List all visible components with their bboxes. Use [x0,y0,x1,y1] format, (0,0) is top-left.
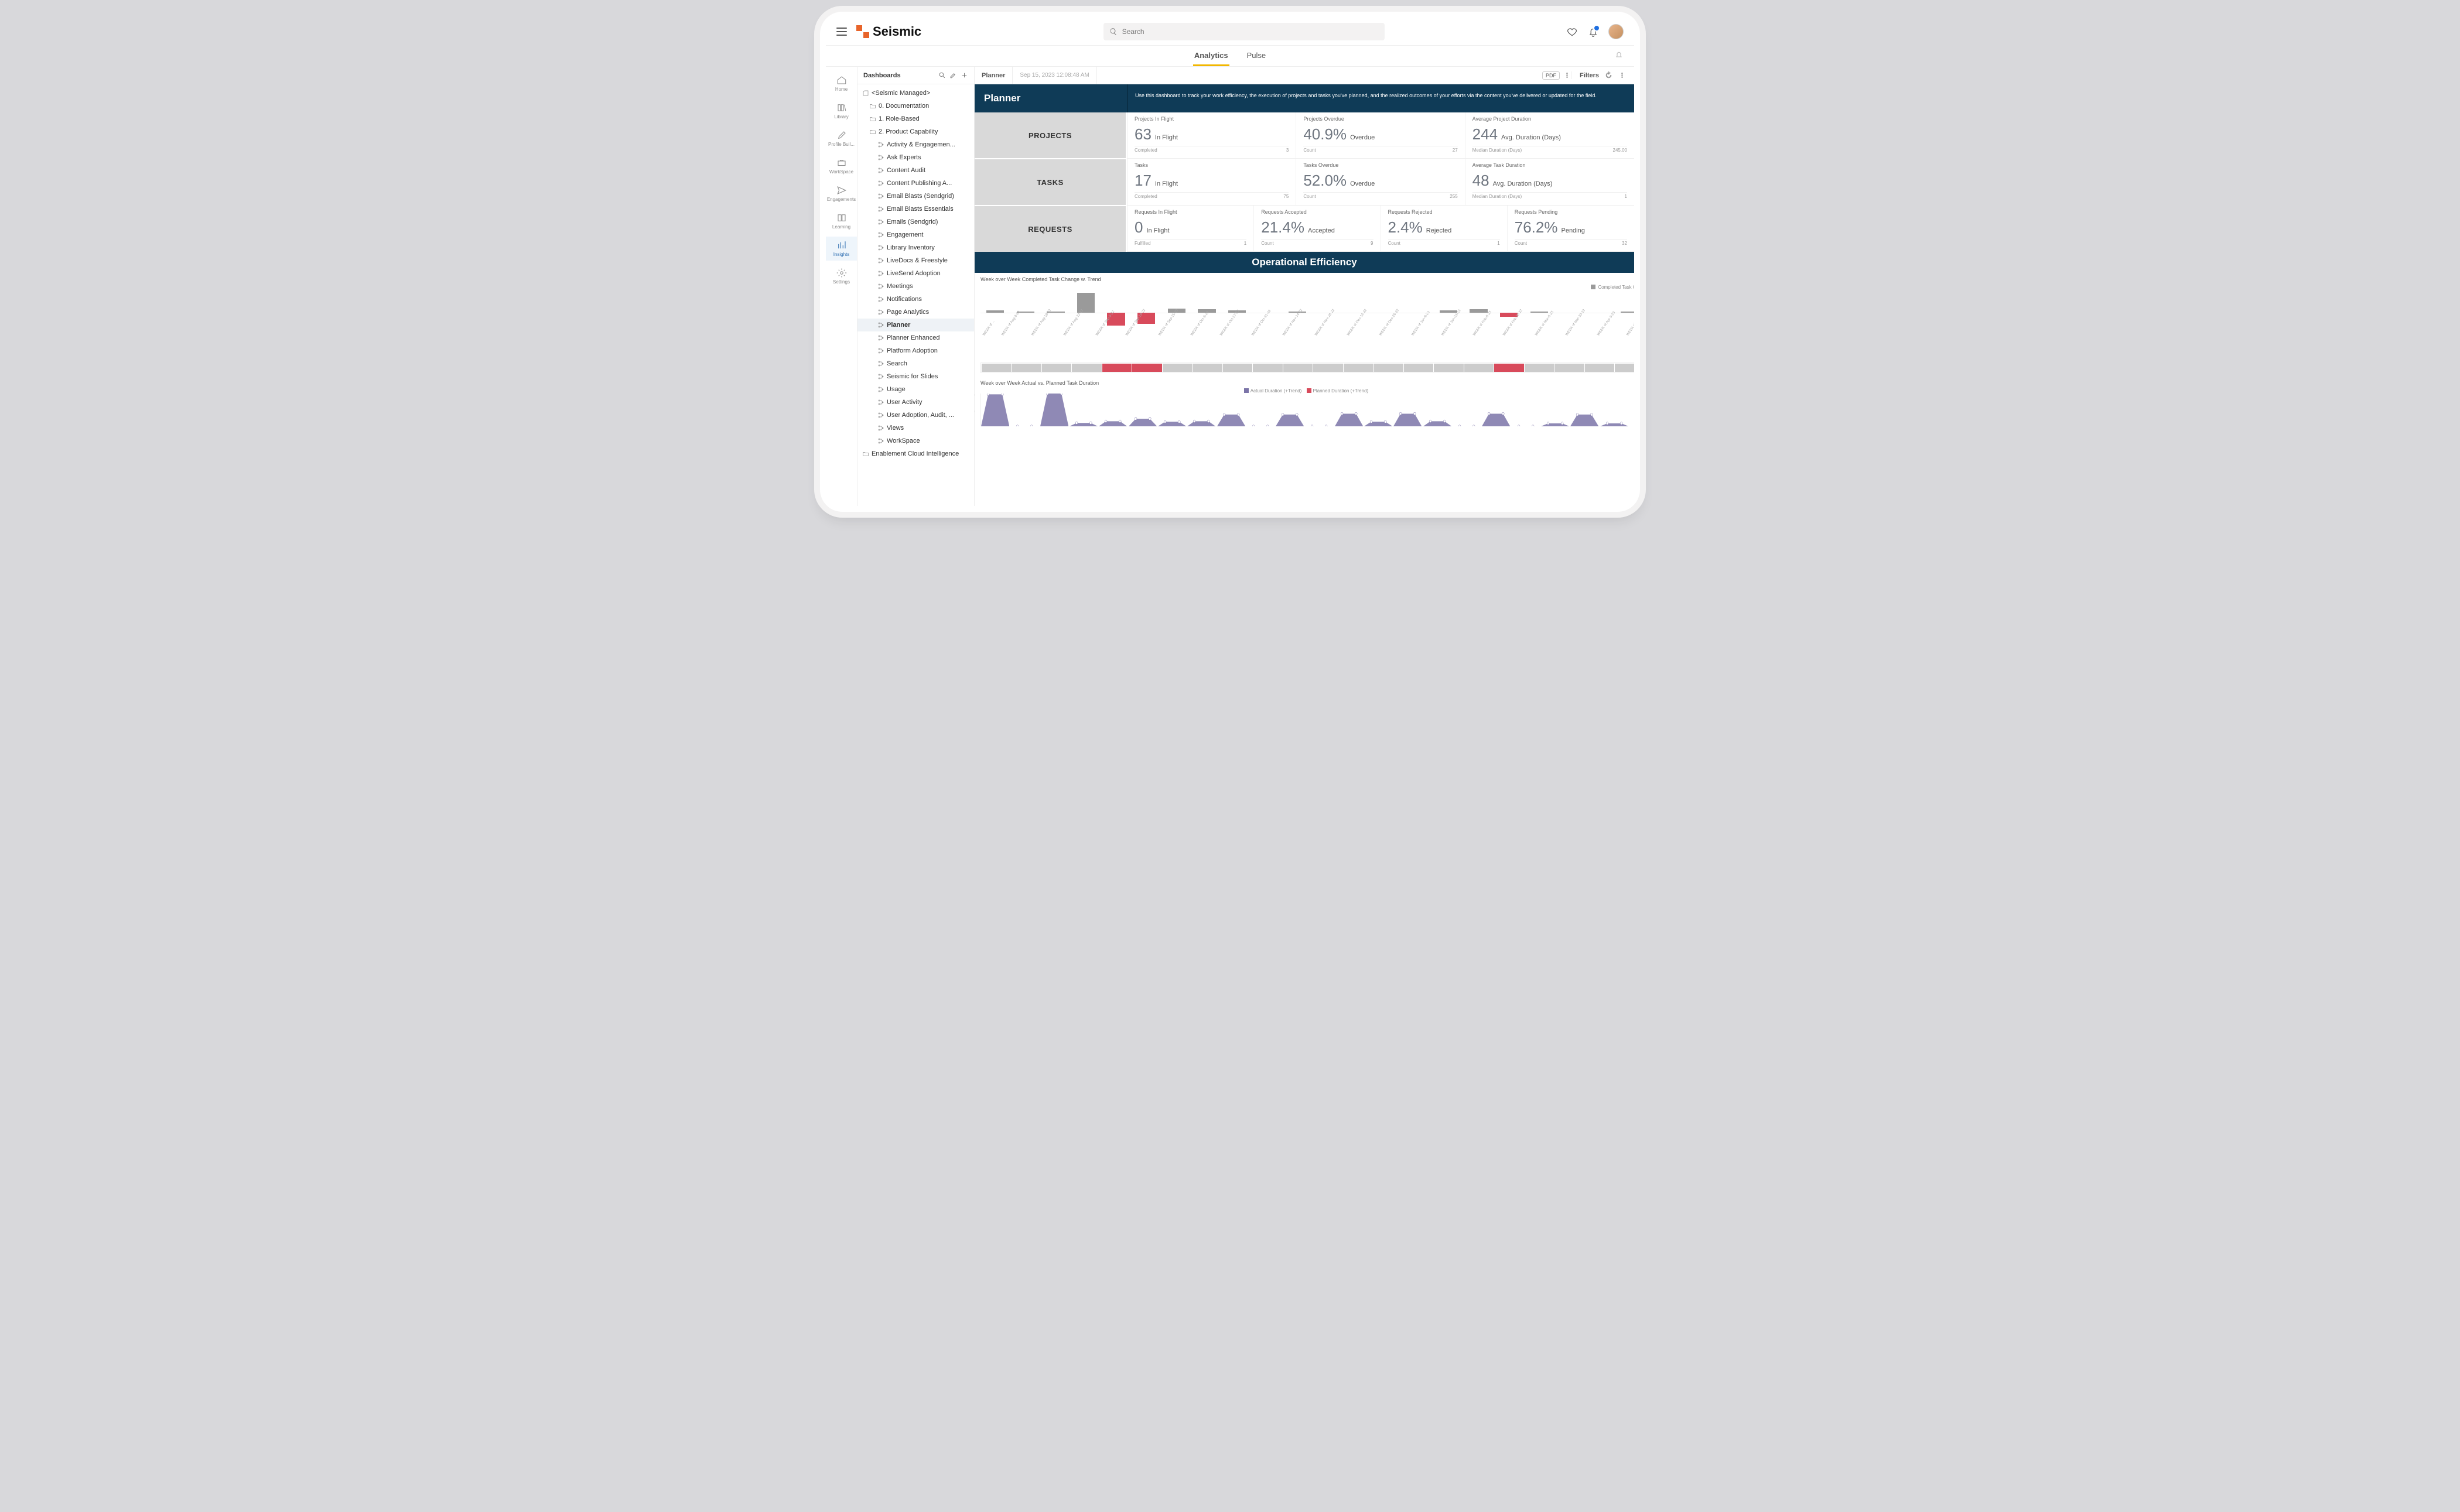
tree-item[interactable]: LiveDocs & Freestyle [857,254,974,267]
tree-item[interactable]: User Activity [857,396,974,409]
tree-item[interactable]: Emails (Sendgrid) [857,215,974,228]
search-dashboards-icon[interactable] [938,71,946,79]
dashboards-panel: Dashboards <Seismic Managed> 0. Document… [857,67,975,506]
tree-item[interactable]: Email Blasts (Sendgrid) [857,190,974,203]
tree-item[interactable]: User Adoption, Audit, ... [857,409,974,422]
dashboard-timestamp: Sep 15, 2023 12:08:48 AM [1013,67,1096,84]
app-rail: Home Library Profile Buil... WorkSpace E… [826,67,857,506]
kpi-requests-rejected: Requests Rejected2.4%RejectedCount1 [1381,206,1508,251]
tab-pulse[interactable]: Pulse [1246,46,1267,66]
notification-bell-icon[interactable] [1587,26,1599,37]
favorite-icon[interactable] [1566,26,1578,37]
filters-more-icon[interactable] [1618,71,1626,79]
tree-item[interactable]: Email Blasts Essentials [857,203,974,215]
tree-item[interactable]: Usage [857,383,974,396]
menu-icon[interactable] [836,28,847,36]
hero-description: Use this dashboard to track your work ef… [1127,84,1634,112]
rail-library[interactable]: Library [826,99,857,123]
tab-analytics[interactable]: Analytics [1193,46,1229,66]
tree-item[interactable]: Search [857,357,974,370]
tree-item[interactable]: LiveSend Adoption [857,267,974,280]
kpi-requests-inflight: Requests In Flight0In FlightFulfilled1 [1128,206,1254,251]
tree-item[interactable]: Seismic for Slides [857,370,974,383]
add-dashboard-icon[interactable] [961,71,968,79]
notification-badge [1593,25,1600,32]
search-input[interactable]: Search [1103,23,1385,40]
kpi-requests-pending: Requests Pending76.2%PendingCount32 [1508,206,1634,251]
rail-profile-builder[interactable]: Profile Buil... [826,126,857,150]
chart-actual-vs-planned-duration: Week over Week Actual vs. Planned Task D… [975,377,1634,430]
brand-logo-icon [856,25,869,38]
rail-insights[interactable]: Insights [826,237,857,261]
more-icon[interactable] [1563,71,1571,79]
hero-title: Planner [975,84,1127,112]
kpi-task-avg-duration: Average Task Duration48Avg. Duration (Da… [1465,159,1634,204]
rail-settings[interactable]: Settings [826,264,857,288]
export-pdf-button[interactable]: PDF [1542,71,1560,80]
alert-bell-icon[interactable] [1614,50,1624,62]
tree-item[interactable]: WorkSpace [857,435,974,447]
page-tabs: Analytics Pulse [826,46,1634,67]
operational-efficiency-banner: Operational Efficiency [975,252,1634,273]
tree-item[interactable]: Meetings [857,280,974,293]
tree-item[interactable]: Planner Enhanced [857,331,974,344]
kpi-project-avg-duration: Average Project Duration244Avg. Duration… [1465,112,1634,158]
brand-name: Seismic [873,24,921,39]
tree-item[interactable]: Activity & Engagemen... [857,138,974,151]
search-placeholder: Search [1122,28,1144,36]
hero-banner: Planner Use this dashboard to track your… [975,84,1634,112]
tree-folder-product-capability[interactable]: 2. Product Capability [857,125,974,138]
rail-learning[interactable]: Learning [826,209,857,233]
cat-projects: PROJECTS [975,112,1126,158]
user-avatar[interactable] [1608,24,1624,39]
rail-home[interactable]: Home [826,71,857,95]
filters-label[interactable]: Filters [1580,72,1599,79]
kpi-projects-overdue: Projects Overdue40.9%OverdueCount27 [1296,112,1465,158]
dashboards-title: Dashboards [863,72,935,79]
kpi-tasks: Tasks17In FlightCompleted75 [1128,159,1296,204]
tree-item[interactable]: Platform Adoption [857,344,974,357]
tree-item-planner[interactable]: Planner [857,319,974,331]
rail-workspace[interactable]: WorkSpace [826,154,857,178]
tree-item[interactable]: Views [857,422,974,435]
edit-dashboards-icon[interactable] [949,71,957,79]
breadcrumb-bar: Planner Sep 15, 2023 12:08:48 AM PDF Fil… [975,67,1634,84]
cat-tasks: TASKS [975,158,1126,205]
brand[interactable]: Seismic [856,24,921,39]
kpi-projects-inflight: Projects In Flight63In FlightCompleted3 [1128,112,1296,158]
tree-item[interactable]: Notifications [857,293,974,306]
cat-requests: REQUESTS [975,205,1126,252]
tree-folder-eci[interactable]: Enablement Cloud Intelligence [857,447,974,460]
dashboard-name: Planner [982,72,1005,79]
topbar: Seismic Search [826,18,1634,46]
tree-item[interactable]: Engagement [857,228,974,241]
rail-engagements[interactable]: Engagements [826,182,857,206]
tree-root[interactable]: <Seismic Managed> [857,87,974,100]
tree-folder-role-based[interactable]: 1. Role-Based [857,112,974,125]
tree-item[interactable]: Library Inventory [857,241,974,254]
tree-item[interactable]: Content Audit [857,164,974,177]
tree-item[interactable]: Page Analytics [857,306,974,319]
search-icon [1109,28,1118,36]
refresh-icon[interactable] [1605,71,1612,79]
dashboards-tree: <Seismic Managed> 0. Documentation 1. Ro… [857,84,974,506]
tree-folder-documentation[interactable]: 0. Documentation [857,100,974,112]
kpi-tasks-overdue: Tasks Overdue52.0%OverdueCount255 [1296,159,1465,204]
chart-task-change: Week over Week Completed Task Change w. … [975,273,1634,377]
tree-item[interactable]: Content Publishing A... [857,177,974,190]
kpi-requests-accepted: Requests Accepted21.4%AcceptedCount9 [1254,206,1381,251]
tree-item[interactable]: Ask Experts [857,151,974,164]
